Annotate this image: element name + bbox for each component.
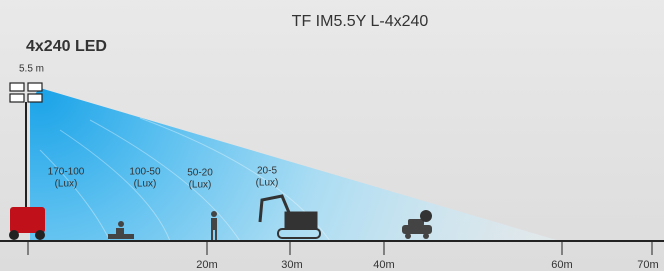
distance-label: 40m	[373, 259, 394, 271]
zone-unit: (Lux)	[134, 179, 157, 190]
distance-label: 20m	[196, 259, 217, 271]
lamp-label: 4x240 LED	[26, 38, 107, 55]
distance-label: 70m	[637, 259, 658, 271]
height-label: 5.5 m	[19, 64, 44, 75]
zone-range: 50-20	[187, 168, 213, 179]
zone-unit: (Lux)	[189, 180, 212, 191]
zone-range: 100-50	[129, 167, 161, 178]
title: TF IM5.5Y L-4x240	[292, 13, 429, 30]
distance-label: 60m	[551, 259, 572, 271]
diagram: TF IM5.5Y L-4x240 4x240 LED 5.5 m 170-10…	[0, 0, 664, 271]
zone-range: 170-100	[48, 167, 85, 178]
distance-label: 30m	[281, 259, 302, 271]
zone-unit: (Lux)	[55, 179, 78, 190]
zone-unit: (Lux)	[256, 178, 279, 189]
zone-range: 20-5	[257, 166, 277, 177]
